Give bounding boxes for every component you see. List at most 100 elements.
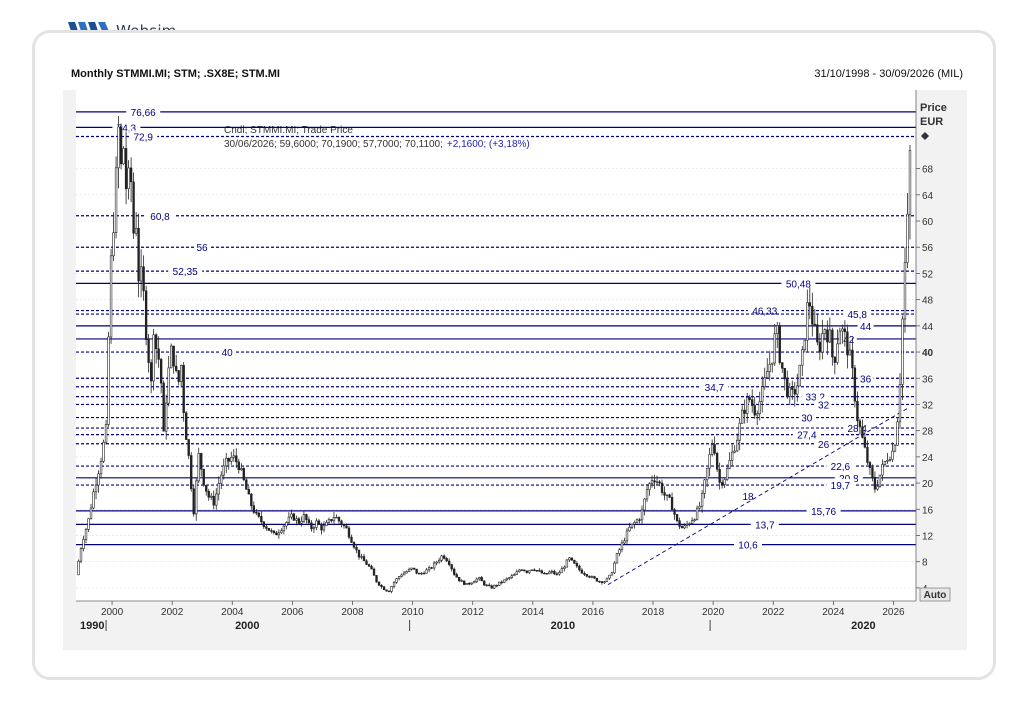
candle-body <box>332 517 336 522</box>
candle-body <box>838 330 842 345</box>
price-axis-label: Price <box>920 102 947 114</box>
candle-body <box>92 491 95 509</box>
candle-body <box>873 477 877 490</box>
candle-body <box>853 367 857 402</box>
candle-body <box>367 564 371 567</box>
chart[interactable]: Monthly STMMI.MI; STM; .SX8E; STM.MI 31/… <box>60 60 970 650</box>
candle-body <box>307 519 311 524</box>
candle-body <box>600 581 604 583</box>
candle-body <box>355 546 358 551</box>
candle-body <box>134 227 138 234</box>
candle-body <box>836 343 839 363</box>
candle-body <box>625 530 629 542</box>
candle-body <box>177 370 180 382</box>
candle-body <box>505 578 508 581</box>
candle-body <box>245 479 248 490</box>
candle-body <box>823 329 827 334</box>
decade-label: 2010 <box>551 620 575 632</box>
candle-body <box>595 577 599 582</box>
candle-body <box>826 329 829 343</box>
x-axis: 2000 2002 2004 2006 2008 2010 2012 2014 2016 2018… <box>76 600 916 632</box>
candle-body <box>295 518 298 521</box>
candle-body <box>302 514 306 522</box>
candle-body <box>828 329 832 343</box>
level-label: 32 <box>818 400 830 411</box>
candle-body <box>144 290 148 340</box>
candle-body <box>493 584 496 589</box>
candle-body <box>247 489 250 495</box>
candle-body <box>320 524 323 531</box>
candle-body <box>736 439 739 452</box>
y-tick-label: 68 <box>922 165 934 176</box>
candle-body <box>425 569 428 574</box>
level-label: 56 <box>196 243 208 254</box>
candle-body <box>442 555 446 559</box>
candle-body <box>152 334 155 382</box>
candle-body <box>122 148 125 165</box>
candle-body <box>129 167 133 183</box>
candle-body <box>240 468 243 471</box>
candle-body <box>528 570 531 573</box>
candle-body <box>798 364 801 387</box>
candle-body <box>565 559 569 568</box>
level-label: 72,9 <box>133 133 153 144</box>
candle-body <box>342 524 346 527</box>
candle-body <box>881 464 884 476</box>
info-line-1: Cndl; STMMI.MI; Trade Price <box>224 125 353 136</box>
candle-body <box>518 569 521 573</box>
chart-title: Monthly STMMI.MI; STM; .SX8E; STM.MI <box>71 68 280 80</box>
candle-body <box>485 584 488 587</box>
candle-body <box>210 495 213 498</box>
y-tick-label: 48 <box>922 296 934 307</box>
candle-body <box>700 492 704 507</box>
date-range: 31/10/1998 - 30/09/2026 (MIL) <box>814 68 963 80</box>
candle-body <box>322 525 326 531</box>
candle-body <box>157 348 160 360</box>
candle-body <box>673 509 676 515</box>
candle-body <box>147 339 150 363</box>
level-label: 26 <box>818 440 830 451</box>
candle-body <box>437 559 441 563</box>
y-tick-label: 20 <box>922 479 934 490</box>
candle-body <box>643 498 646 511</box>
level-label: 30 <box>801 414 813 425</box>
candle-body <box>119 126 123 165</box>
candle-body <box>305 514 308 520</box>
candle-body <box>235 455 238 463</box>
candle-body <box>335 516 338 519</box>
candle-body <box>638 519 641 521</box>
candle-body <box>730 451 734 461</box>
candle-body <box>831 329 834 358</box>
candle-body <box>846 331 849 356</box>
candle-body <box>796 385 799 395</box>
x-tick-label: 2000 <box>101 607 124 618</box>
x-tick-label: 2010 <box>401 607 424 618</box>
auto-label: Auto <box>924 590 947 601</box>
candle-body <box>763 377 766 388</box>
candle-body <box>142 266 145 292</box>
candle-body <box>898 384 902 423</box>
candle-body <box>861 426 864 438</box>
candle-body <box>230 457 233 462</box>
candle-body <box>773 333 776 364</box>
level-label: 33,2 <box>805 393 825 404</box>
candle-body <box>508 577 511 579</box>
level-label-bg <box>750 518 779 531</box>
candle-body <box>232 455 235 458</box>
level-label-bg <box>126 105 161 118</box>
candle-body <box>382 586 386 591</box>
candle-body <box>891 450 894 460</box>
candle-body <box>573 559 576 564</box>
y-tick-label: 64 <box>922 191 934 202</box>
candle-body <box>222 465 225 476</box>
candle-body <box>690 520 694 524</box>
candle-body <box>124 148 128 190</box>
auto-button[interactable]: Auto <box>919 587 951 602</box>
candle-body <box>267 527 271 531</box>
trendline-line <box>607 407 909 586</box>
candle-body <box>876 486 879 490</box>
candle-body <box>665 494 669 496</box>
candle-body <box>668 494 671 498</box>
candle-body <box>753 405 756 416</box>
candle-body <box>117 126 120 169</box>
